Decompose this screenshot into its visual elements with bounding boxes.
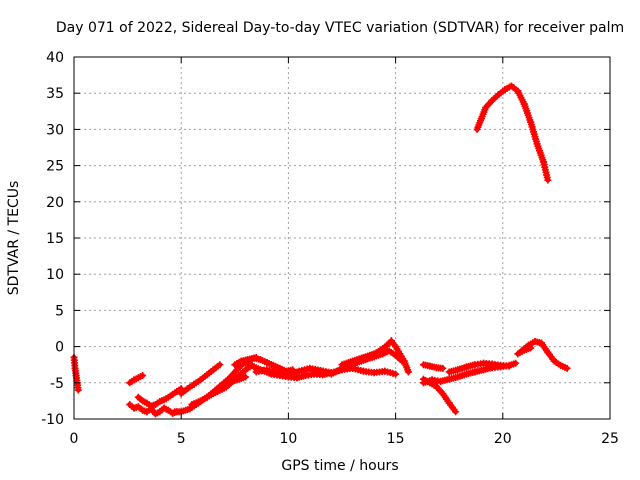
- x-tick-label: 10: [279, 431, 297, 447]
- y-tick-label: 15: [46, 231, 64, 247]
- x-tick-label: 25: [601, 431, 619, 447]
- series-trace-3: [126, 372, 147, 387]
- series-trace-5: [177, 361, 224, 398]
- data-point-marker: [439, 364, 447, 372]
- y-tick-label: 25: [46, 159, 64, 175]
- axis-ticks: 0 5 10 15 20 25 -10 -5 0 5 10 15 20 25 30 35 40: [41, 50, 619, 447]
- series-line: [474, 83, 551, 183]
- data-point-marker: [505, 362, 513, 370]
- y-tick-label: -5: [50, 376, 64, 392]
- data-point-marker: [452, 408, 460, 416]
- series-trace-17: [445, 359, 513, 376]
- grid-lines: [74, 57, 610, 419]
- data-point-marker: [139, 372, 147, 380]
- y-tick-label: -10: [41, 412, 64, 428]
- data-series: [70, 82, 571, 418]
- data-point-marker: [404, 368, 412, 376]
- data-point-marker: [563, 364, 571, 372]
- y-axis-label: SDTVAR / TECUs: [6, 181, 22, 296]
- x-tick-label: 15: [387, 431, 405, 447]
- x-tick-label: 5: [177, 431, 186, 447]
- series-trace-1: [70, 353, 82, 394]
- series-trace-4: [134, 385, 185, 410]
- series-trace-13: [338, 337, 412, 376]
- y-tick-label: 20: [46, 195, 64, 211]
- series-trace-16: [419, 361, 447, 372]
- data-point-marker: [392, 370, 400, 378]
- y-tick-label: 5: [55, 303, 64, 319]
- data-point-marker: [74, 386, 82, 394]
- x-axis-label: GPS time / hours: [281, 458, 398, 474]
- x-tick-label: 20: [494, 431, 512, 447]
- series-trace-20: [514, 344, 535, 358]
- y-tick-label: 35: [46, 86, 64, 102]
- series-trace-8: [216, 373, 250, 390]
- y-tick-label: 30: [46, 122, 64, 138]
- data-point-marker: [544, 176, 552, 184]
- x-tick-label: 0: [70, 431, 79, 447]
- y-tick-label: 10: [46, 267, 64, 283]
- series-trace-19: [518, 338, 571, 372]
- chart-title: Day 071 of 2022, Sidereal Day-to-day VTE…: [56, 20, 624, 36]
- y-tick-label: 40: [46, 50, 64, 66]
- data-point-marker: [216, 361, 224, 369]
- series-trace-18: [473, 82, 552, 184]
- data-point-marker: [512, 359, 520, 367]
- data-point-marker: [527, 344, 535, 352]
- data-point-marker: [242, 373, 250, 381]
- y-tick-label: 0: [55, 340, 64, 356]
